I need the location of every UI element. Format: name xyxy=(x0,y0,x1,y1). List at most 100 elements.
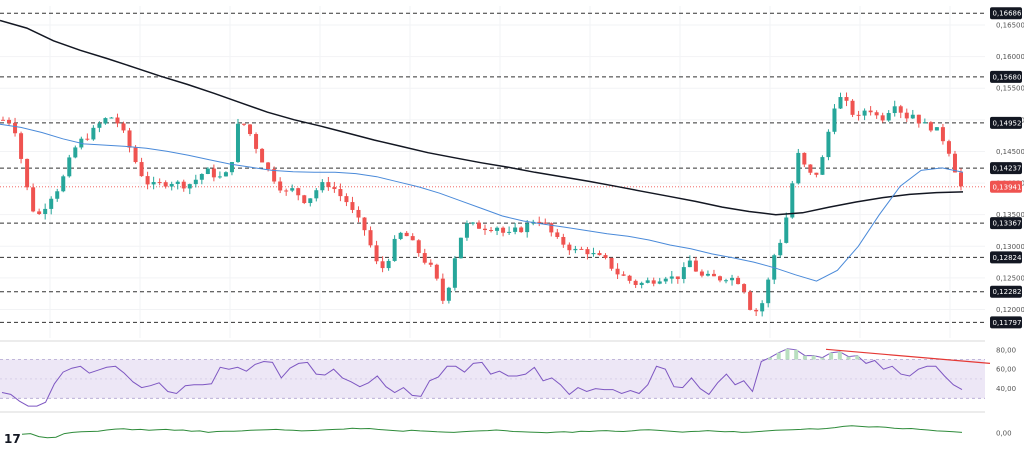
candle-body xyxy=(446,287,451,301)
candle-body xyxy=(519,227,524,233)
candle-body xyxy=(639,282,644,285)
candlesticks xyxy=(1,92,963,317)
candle-body xyxy=(440,278,445,301)
level-label-box xyxy=(990,116,1022,129)
candle-body xyxy=(67,157,72,177)
candle-body xyxy=(567,244,572,251)
candle-body xyxy=(121,123,126,131)
candle-body xyxy=(49,198,54,209)
candle-body xyxy=(561,236,566,245)
level-label: 0,14952 xyxy=(993,119,1022,127)
candle-body xyxy=(838,97,843,109)
candle-body xyxy=(248,124,253,135)
candle-body xyxy=(31,187,36,212)
candle-body xyxy=(760,303,765,312)
price-tick-label: 0,16000 xyxy=(996,53,1024,61)
candle-body xyxy=(314,190,319,199)
candle-body xyxy=(585,249,590,255)
momentum-tick-label: 0,00 xyxy=(996,430,1012,438)
level-label-box xyxy=(990,285,1022,298)
candle-body xyxy=(724,280,729,282)
candle-body xyxy=(7,119,12,123)
candle-body xyxy=(742,284,747,292)
candle-body xyxy=(362,217,367,231)
candle-body xyxy=(416,240,421,254)
momentum-panel: 0,00 xyxy=(21,425,1012,439)
level-label: 0,14237 xyxy=(993,165,1022,173)
candle-body xyxy=(573,248,578,251)
candle-body xyxy=(115,117,120,124)
candle-body xyxy=(717,276,722,281)
candle-body xyxy=(796,152,801,184)
level-label-box xyxy=(990,162,1022,175)
candle-body xyxy=(910,114,915,119)
candle-body xyxy=(43,208,48,214)
candle-body xyxy=(495,227,500,231)
level-label: 0,15680 xyxy=(993,73,1022,81)
candle-body xyxy=(470,222,475,224)
level-label-box xyxy=(990,217,1022,230)
candle-body xyxy=(862,110,867,116)
candle-body xyxy=(651,280,656,284)
rsi-divergence-line xyxy=(825,348,991,364)
candle-body xyxy=(476,222,481,229)
candle-body xyxy=(627,275,632,281)
price-tick-label: 0,13500 xyxy=(996,211,1024,219)
candle-body xyxy=(940,127,945,142)
candle-body xyxy=(663,278,668,282)
level-label-box xyxy=(990,251,1022,264)
level-label: 0,11797 xyxy=(993,319,1022,327)
rsi-tick-label: 80,00 xyxy=(996,346,1016,354)
candle-body xyxy=(886,113,891,121)
level-label-box xyxy=(990,316,1022,329)
candle-body xyxy=(175,181,180,184)
candle-body xyxy=(91,127,96,140)
candle-body xyxy=(229,162,234,173)
candle-body xyxy=(398,232,403,239)
candle-body xyxy=(458,237,463,259)
candle-body xyxy=(145,176,150,185)
price-tick-label: 0,13000 xyxy=(996,243,1024,251)
candle-body xyxy=(489,230,494,232)
candle-body xyxy=(242,123,247,125)
candle-body xyxy=(97,123,102,128)
candle-body xyxy=(513,227,518,232)
candle-body xyxy=(597,253,602,256)
candle-body xyxy=(278,181,283,191)
candle-body xyxy=(916,114,921,124)
candle-body xyxy=(874,112,879,116)
level-label: 0,12282 xyxy=(993,288,1022,296)
level-label-box xyxy=(990,7,1022,20)
candle-body xyxy=(826,131,831,158)
candle-body xyxy=(193,179,198,185)
candle-body xyxy=(338,189,343,197)
candle-body xyxy=(103,118,108,124)
rsi-tick-label: 60,00 xyxy=(996,366,1016,374)
candle-body xyxy=(272,169,277,182)
candle-body xyxy=(392,238,397,261)
candle-body xyxy=(880,115,885,121)
candle-body xyxy=(904,112,909,119)
price-tick-label: 0,14500 xyxy=(996,148,1024,156)
candle-body xyxy=(464,223,469,238)
candle-body xyxy=(501,227,506,233)
level-label-box xyxy=(990,70,1022,83)
candle-body xyxy=(952,153,957,173)
price-level-lines xyxy=(0,12,985,323)
candle-body xyxy=(537,221,542,223)
candle-body xyxy=(657,281,662,284)
candle-body xyxy=(748,291,753,310)
rsi-line xyxy=(1,348,963,407)
candle-body xyxy=(205,168,210,174)
ma50-line xyxy=(0,123,964,282)
candle-body xyxy=(892,106,897,114)
candle-body xyxy=(199,173,204,180)
candle-body xyxy=(730,277,735,281)
candle-body xyxy=(235,123,240,163)
candle-body xyxy=(163,182,168,187)
candle-body xyxy=(139,162,144,177)
rsi-band xyxy=(0,359,985,399)
candle-body xyxy=(543,222,548,224)
rsi-panel: 80,00 60,00 40,00 xyxy=(0,346,1016,407)
